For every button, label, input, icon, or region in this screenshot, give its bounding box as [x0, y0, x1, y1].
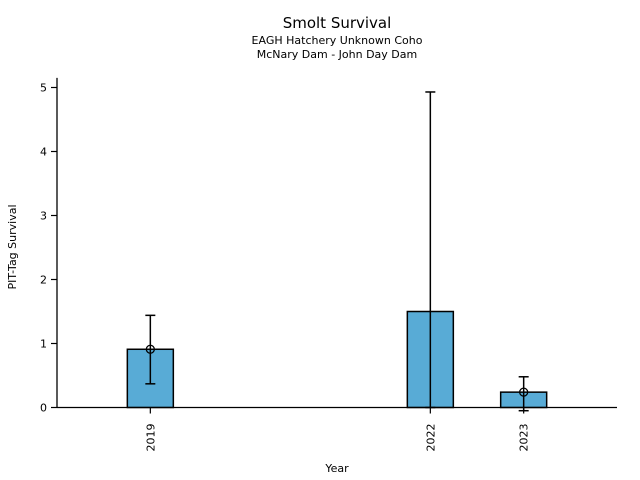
point-marker-2023: [519, 387, 529, 397]
y-tick-label-0: 0: [40, 401, 47, 414]
plot-area: 0 1 2 3 4 5 2019 2022 2023: [40, 77, 617, 452]
point-marker-2019: [145, 344, 155, 354]
y-tick-label-4: 4: [40, 145, 47, 158]
chart-subtitle-line2: McNary Dam - John Day Dam: [257, 48, 417, 61]
x-tick-label-2023: 2023: [518, 424, 531, 452]
x-tick-label-2022: 2022: [424, 424, 437, 452]
y-tick-label-3: 3: [40, 209, 47, 222]
y-tick-label-2: 2: [40, 273, 47, 286]
x-axis-label: Year: [324, 462, 349, 475]
x-tick-label-2019: 2019: [144, 424, 157, 452]
y-tick-label-5: 5: [40, 81, 47, 94]
chart-title: Smolt Survival: [283, 14, 392, 32]
chart-subtitle-line1: EAGH Hatchery Unknown Coho: [252, 34, 423, 47]
y-axis-label: PIT-Tag Survival: [6, 204, 19, 289]
y-tick-label-1: 1: [40, 337, 47, 350]
